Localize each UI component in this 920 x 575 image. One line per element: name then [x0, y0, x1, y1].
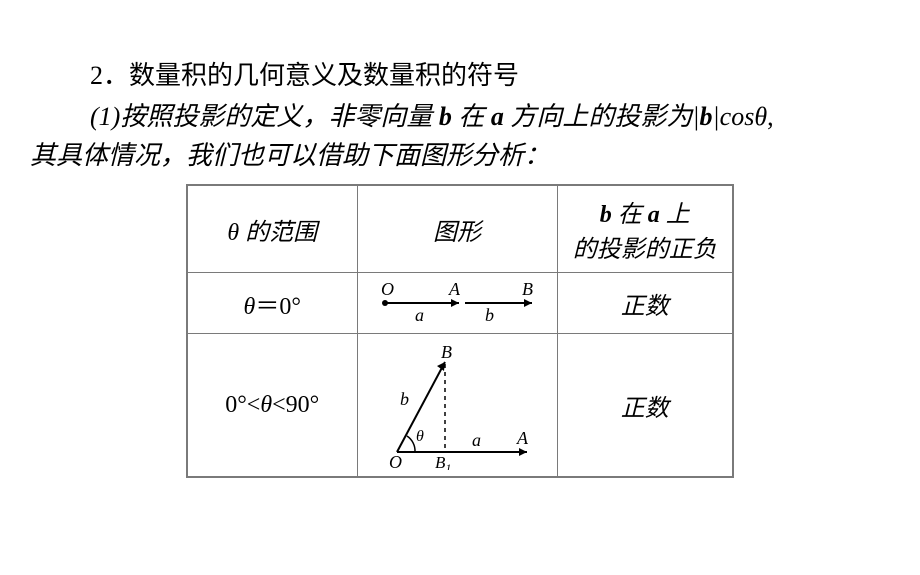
table-row: 0°<θ<90° B O A B1 b a: [187, 334, 733, 478]
fig2-theta: θ: [416, 428, 424, 445]
header-projection: b 在 a 上 的投影的正负: [557, 185, 733, 273]
heading-number: 2．: [90, 61, 129, 90]
r2-suf: <90°: [272, 392, 319, 418]
h3-line1: b 在 a 上: [570, 194, 721, 229]
theta: θ: [754, 102, 767, 131]
vec-b: b: [439, 102, 452, 131]
fig2-O: O: [389, 452, 402, 470]
vec-a: a: [491, 102, 504, 131]
fig2-A: A: [516, 428, 529, 448]
row2-range: 0°<θ<90°: [187, 334, 357, 478]
h3-line2: 的投影的正负: [570, 229, 721, 264]
p-mid1: 在: [452, 102, 491, 131]
h-theta: θ: [227, 220, 239, 246]
table-header-row: θ 的范围 图形 b 在 a 上 的投影的正负: [187, 185, 733, 273]
fig2-B: B: [441, 342, 452, 362]
p-suffix: ,: [767, 102, 774, 131]
r1-theta: θ: [244, 294, 256, 320]
page-content: 2．数量积的几何意义及数量积的符号 (1)按照投影的定义，非零向量 b 在 a …: [0, 55, 920, 478]
row2-figure: B O A B1 b a θ: [357, 334, 557, 478]
header-theta-range: θ 的范围: [187, 185, 357, 273]
h3-mid: 在: [612, 202, 648, 228]
fig2-B1: B1: [435, 453, 451, 470]
fig-B: B: [522, 279, 533, 299]
fig-b: b: [485, 305, 494, 325]
p-mid2: 方向上的投影为|: [504, 102, 700, 131]
r2-theta: θ: [260, 392, 272, 418]
h3-suf: 上: [660, 202, 690, 228]
fig-a: a: [415, 305, 424, 325]
projection-table: θ 的范围 图形 b 在 a 上 的投影的正负 θ＝0°: [186, 184, 734, 478]
row1-figure: O A B a b: [357, 273, 557, 334]
r2-pre: 0°<: [225, 392, 260, 418]
r1-eq: ＝0°: [255, 294, 301, 320]
figure-theta-0: O A B a b: [367, 279, 547, 327]
row2-result: 正数: [557, 334, 733, 478]
header-figure: 图形: [357, 185, 557, 273]
figure-theta-acute: B O A B1 b a θ: [367, 340, 547, 470]
fig-A: A: [448, 279, 461, 299]
heading-title: 数量积的几何意义及数量积的符号: [129, 61, 519, 90]
vec-b2: b: [700, 102, 713, 131]
h-suffix: 的范围: [239, 220, 317, 246]
table-row: θ＝0° O A B a b 正数: [187, 273, 733, 334]
h3-a: a: [648, 202, 660, 228]
row1-range: θ＝0°: [187, 273, 357, 334]
heading: 2．数量积的几何意义及数量积的符号: [90, 55, 890, 92]
row1-result: 正数: [557, 273, 733, 334]
paragraph-line2: 其具体情况，我们也可以借助下面图形分析：: [30, 135, 890, 172]
h3-b: b: [600, 202, 612, 228]
fig2-a: a: [472, 430, 481, 450]
paragraph-line1: (1)按照投影的定义，非零向量 b 在 a 方向上的投影为|b|cosθ,: [90, 96, 890, 133]
p-mid3: |cos: [713, 102, 755, 131]
table-container: θ 的范围 图形 b 在 a 上 的投影的正负 θ＝0°: [30, 184, 890, 478]
fig-O: O: [381, 279, 394, 299]
p-prefix: (1)按照投影的定义，非零向量: [90, 102, 439, 131]
fig2-b: b: [400, 389, 409, 409]
